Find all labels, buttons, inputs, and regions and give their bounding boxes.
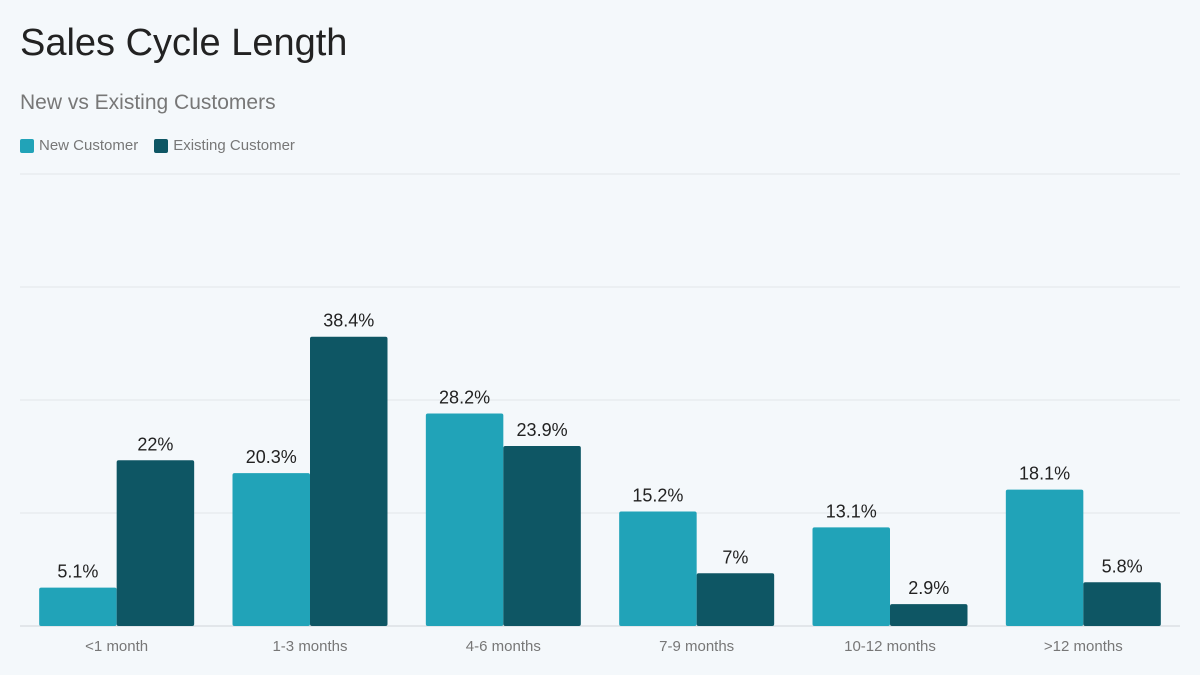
bar-new: [1005, 489, 1084, 626]
x-tick-label: <1 month: [85, 638, 148, 655]
bar-new: [39, 587, 117, 626]
bar-new: [232, 473, 310, 626]
data-label: 22%: [137, 434, 173, 454]
data-label: 38.4%: [323, 311, 374, 331]
legend-item-existing[interactable]: Existing Customer: [154, 137, 295, 154]
legend-label-new: New Customer: [39, 137, 139, 154]
data-label: 2.9%: [908, 578, 949, 598]
x-tick-label: >12 months: [1044, 638, 1123, 655]
data-label: 18.1%: [1019, 464, 1070, 484]
x-tick-label: 7-9 months: [659, 638, 734, 655]
bar-new: [619, 511, 697, 626]
data-label: 13.1%: [826, 501, 877, 521]
bar-existing: [116, 460, 195, 626]
x-tick-label: 10-12 months: [844, 638, 936, 655]
bar-existing: [1083, 582, 1161, 626]
legend-item-new[interactable]: New Customer: [20, 137, 138, 154]
bar-new: [812, 527, 890, 626]
legend-swatch-new: [20, 138, 34, 153]
bar-new: [425, 413, 504, 626]
data-label: 28.2%: [439, 388, 490, 408]
bar-existing: [890, 604, 968, 626]
data-label: 23.9%: [517, 420, 568, 440]
bar-existing: [696, 573, 775, 626]
chart-title: Sales Cycle Length: [20, 22, 348, 64]
x-tick-label: 4-6 months: [466, 638, 541, 655]
chart-subtitle: New vs Existing Customers: [20, 91, 276, 114]
data-label: 5.1%: [57, 562, 98, 582]
data-label: 15.2%: [632, 485, 683, 505]
bar-existing: [503, 445, 581, 626]
x-tick-label: 1-3 months: [272, 638, 347, 655]
data-label: 7%: [722, 547, 748, 567]
data-label: 20.3%: [246, 447, 297, 467]
data-label: 5.8%: [1102, 556, 1143, 576]
legend-swatch-existing: [154, 138, 169, 153]
legend-label-existing: Existing Customer: [173, 137, 295, 154]
bar-existing: [310, 336, 388, 626]
legend: New Customer Existing Customer: [20, 137, 295, 154]
